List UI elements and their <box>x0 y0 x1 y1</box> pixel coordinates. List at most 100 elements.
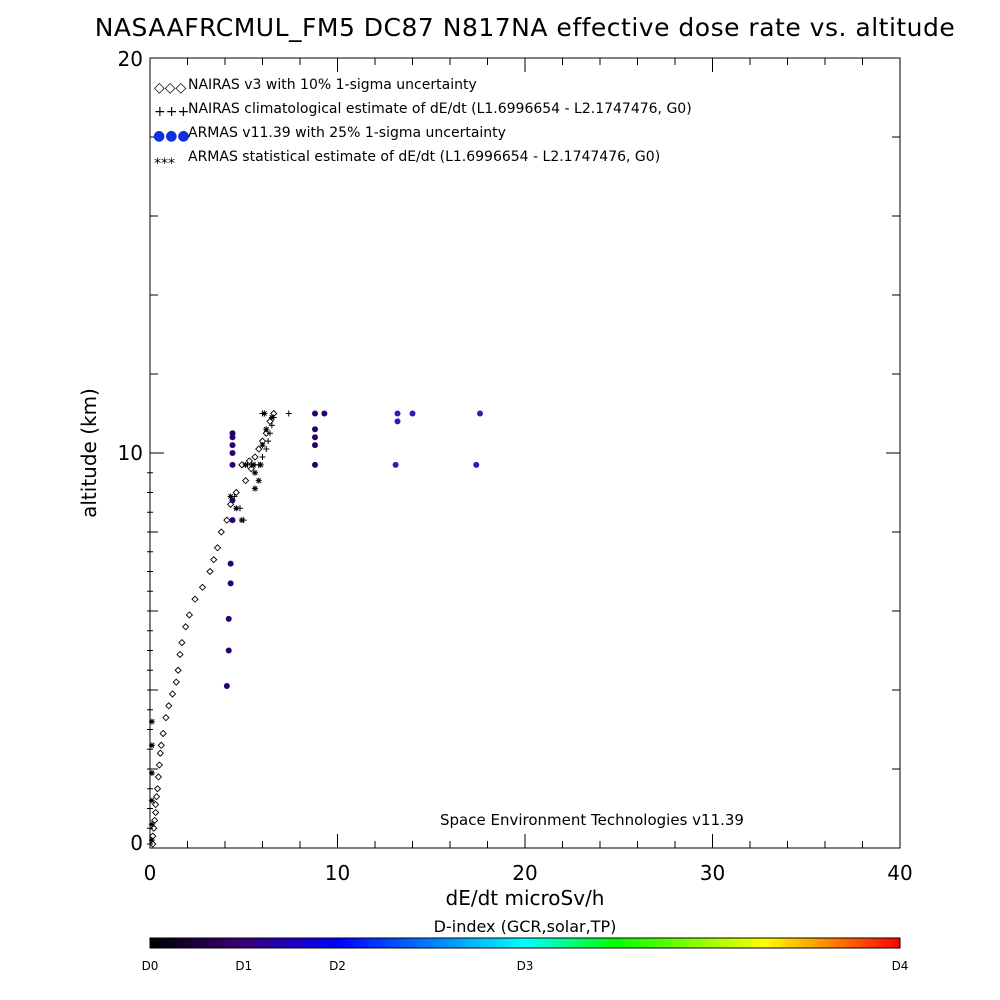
armas-statistical-point <box>148 821 155 828</box>
nairas-v3-point <box>151 816 159 824</box>
nairas-v3-point <box>181 623 190 631</box>
nairas-v3-point <box>191 595 199 603</box>
armas-point <box>312 410 318 417</box>
nairas-climatological-point <box>259 453 266 460</box>
legend-symbol-diamond: ◇◇◇ <box>154 80 187 96</box>
legend-label-armas-statistical: ARMAS statistical estimate of dE/dt (L1.… <box>188 149 660 165</box>
armas-point <box>312 426 318 433</box>
armas-statistical-point <box>233 505 240 512</box>
colorbar-label: D1 <box>235 959 252 973</box>
nairas-v3-point <box>210 556 218 564</box>
armas-point <box>229 430 236 437</box>
colorbar-labels: D0 D1 D2 D3 D4 <box>142 959 909 973</box>
nairas-v3-point <box>255 445 263 453</box>
nairas-v3-point <box>165 702 173 710</box>
armas-point <box>229 461 236 468</box>
legend-label-nairas-v3: NAIRAS v3 with 10% 1-sigma uncertainty <box>188 77 477 93</box>
nairas-v3-point <box>155 761 164 769</box>
data-points <box>147 409 483 848</box>
armas-point <box>229 450 236 456</box>
colorbar <box>149 937 901 949</box>
nairas-v3-point <box>174 666 182 674</box>
plot-frame <box>149 57 901 849</box>
nairas-v3-point <box>151 800 160 809</box>
nairas-climatological-point <box>147 706 153 713</box>
legend-symbol-asterisk: *** <box>154 156 175 172</box>
nairas-v3-point <box>217 528 225 536</box>
armas-statistical-point <box>250 461 257 468</box>
colorbar-title: D-index (GCR,solar,TP) <box>434 917 617 936</box>
nairas-climatological-point <box>147 529 153 535</box>
nairas-v3-point <box>151 808 160 817</box>
nairas-climatological-point <box>147 726 153 733</box>
tick-labels: 0 10 20 30 40 0 10 20 <box>118 47 913 885</box>
nairas-climatological-point <box>147 785 153 792</box>
armas-point <box>227 580 234 587</box>
legend-label-nairas-climatological: NAIRAS climatological estimate of dE/dt … <box>188 101 692 117</box>
legend-symbol-plus: +++ <box>154 104 189 120</box>
armas-statistical-point <box>263 426 270 433</box>
x-tick-label: 40 <box>887 861 912 885</box>
nairas-climatological-point <box>147 805 153 812</box>
armas-point <box>312 442 318 449</box>
armas-statistical-point <box>227 493 234 500</box>
armas-point <box>321 410 328 417</box>
nairas-v3-point <box>159 729 167 738</box>
y-tick-label: 10 <box>118 441 143 465</box>
x-tick-label: 20 <box>512 861 537 885</box>
nairas-climatological-point <box>263 446 270 453</box>
nairas-climatological-point <box>147 667 153 674</box>
armas-statistical-point <box>257 461 264 468</box>
armas-point <box>394 418 401 425</box>
x-tick-label: 10 <box>325 861 350 885</box>
x-axis-label: dE/dt microSv/h <box>446 886 605 910</box>
armas-point <box>477 410 483 417</box>
armas-statistical-point <box>242 461 249 468</box>
nairas-v3-point <box>241 477 250 485</box>
colorbar-label: D3 <box>517 959 534 973</box>
axis-ticks <box>149 57 901 849</box>
nairas-v3-point <box>232 488 240 497</box>
armas-statistical-point <box>252 485 258 492</box>
armas-point <box>227 560 234 567</box>
armas-point <box>392 461 399 468</box>
colorbar-label: D0 <box>142 959 159 973</box>
nairas-climatological-point <box>147 687 153 693</box>
nairas-v3-point <box>168 690 177 698</box>
armas-point <box>229 442 236 449</box>
armas-statistical-point <box>261 410 268 417</box>
x-tick-label: 30 <box>700 861 725 885</box>
y-axis-label: altitude (km) <box>77 388 101 518</box>
credit-text: Space Environment Technologies v11.39 <box>440 811 744 829</box>
nairas-climatological-point <box>147 568 153 575</box>
armas-statistical-point <box>238 517 245 524</box>
nairas-climatological-point <box>147 509 153 516</box>
nairas-climatological-point <box>147 469 153 476</box>
armas-point <box>225 647 232 654</box>
nairas-v3-point <box>251 453 259 461</box>
armas-statistical-point <box>252 469 258 476</box>
armas-point <box>473 461 480 468</box>
nairas-climatological-point <box>147 627 153 634</box>
x-tick-label: 0 <box>144 861 157 885</box>
nairas-v3-point <box>152 793 161 801</box>
armas-statistical-point <box>148 742 155 749</box>
nairas-v3-point <box>238 461 246 469</box>
nairas-v3-point <box>185 611 194 619</box>
armas-point <box>223 683 230 690</box>
nairas-climatological-point <box>265 438 272 445</box>
nairas-climatological-point <box>267 430 273 437</box>
nairas-climatological-point <box>285 410 292 417</box>
nairas-v3-point <box>223 516 231 524</box>
colorbar-label: D4 <box>892 959 909 973</box>
armas-statistical-point <box>148 718 155 725</box>
nairas-v3-point <box>157 741 165 749</box>
armas-point <box>229 517 236 524</box>
armas-point <box>225 615 232 622</box>
nairas-climatological-point <box>147 647 153 654</box>
nairas-v3-point <box>245 457 254 465</box>
nairas-climatological-point <box>147 588 153 595</box>
armas-point <box>409 410 416 417</box>
armas-statistical-point <box>259 442 266 449</box>
